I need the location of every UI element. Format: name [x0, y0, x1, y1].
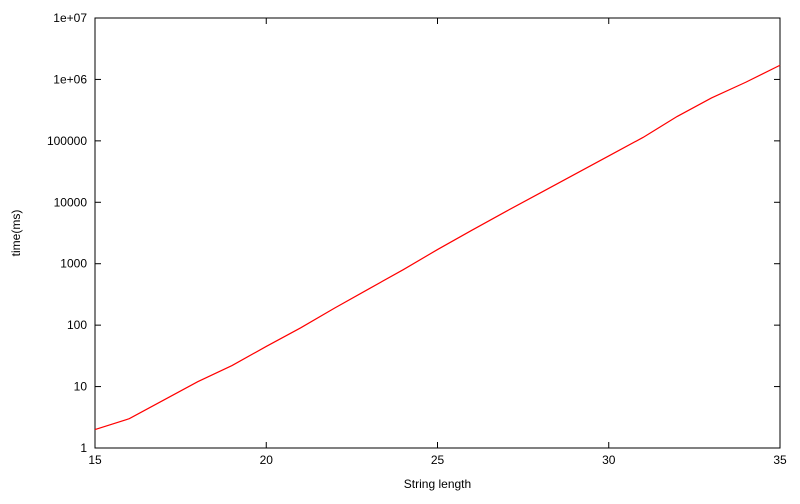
x-tick-label: 35 [773, 453, 787, 467]
line-chart: 15 20 25 30 35 1 10 100 1000 10000 100000 1e+06 1e+0… [0, 0, 800, 504]
y-tick-label: 1e+07 [53, 11, 87, 25]
x-tick-label: 20 [260, 453, 274, 467]
plot-border [95, 18, 780, 448]
y-tick-label: 100000 [47, 134, 87, 148]
x-tick-label: 30 [602, 453, 616, 467]
x-tick-label: 15 [88, 453, 102, 467]
x-axis-title: String length [404, 477, 471, 491]
y-tick-label: 1000 [60, 257, 87, 271]
y-tick-label: 1e+06 [53, 72, 87, 86]
y-axis-title: time(ms) [9, 210, 23, 257]
y-tick-label: 10000 [54, 195, 88, 209]
chart-container: 15 20 25 30 35 1 10 100 1000 10000 100000 1e+06 1e+0… [0, 0, 800, 504]
x-tick-label: 25 [431, 453, 445, 467]
y-tick-label: 1 [80, 441, 87, 455]
y-tick-label: 10 [74, 380, 88, 394]
data-series-line [95, 65, 780, 429]
y-tick-label: 100 [67, 318, 87, 332]
